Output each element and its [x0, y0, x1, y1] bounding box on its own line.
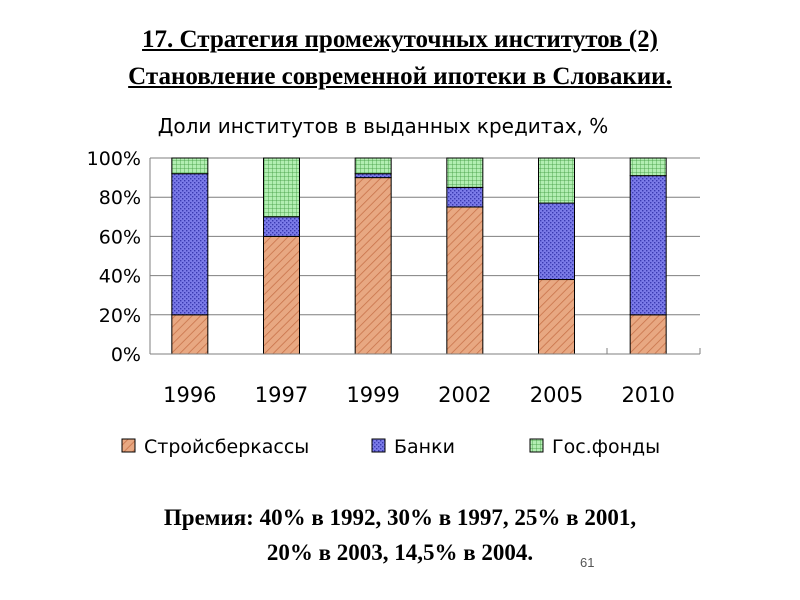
bar-segment-stroibank [538, 279, 575, 355]
y-tick-label: 40% [99, 266, 141, 288]
bar-segment-banks [629, 175, 667, 316]
bar-segment-banks [538, 202, 575, 281]
x-tick-label: 1996 [163, 383, 216, 407]
bar-segment-stroibank [263, 235, 300, 355]
stacked-bar-chart: Доли институтов в выданных кредитах, % 0… [87, 114, 701, 458]
legend-swatch [121, 438, 136, 453]
legend-swatch [529, 438, 544, 453]
slide-title-line-2: Становление современной ипотеки в Словак… [128, 63, 672, 90]
chart-title: Доли институтов в выданных кредитах, % [158, 114, 609, 138]
x-tick-label: 2002 [438, 383, 491, 407]
legend-item: Гос.фонды [529, 436, 660, 458]
x-tick-label: 1997 [255, 383, 308, 407]
bar-segment-funds [171, 157, 209, 175]
page-number: 61 [580, 555, 595, 570]
bar-segment-banks [171, 173, 209, 316]
bar-segment-stroibank [629, 314, 667, 355]
legend-swatch [371, 438, 386, 453]
legend-item: Стройсберкассы [121, 436, 309, 458]
bar-segment-stroibank [354, 177, 392, 355]
y-tick-label: 100% [87, 148, 141, 170]
legend-item: Банки [371, 436, 455, 458]
bar-segment-funds [629, 157, 667, 177]
premium-text-line-2: 20% в 2003, 14,5% в 2004. [266, 540, 534, 565]
x-tick-label: 1999 [346, 383, 399, 407]
y-tick-label: 60% [99, 226, 141, 248]
y-tick-label: 20% [99, 305, 141, 327]
premium-text-line-1: Премия: 40% в 1992, 30% в 1997, 25% в 20… [163, 505, 637, 530]
legend-label: Банки [394, 436, 455, 458]
x-tick-label: 2005 [530, 383, 583, 407]
bar-segment-funds [538, 157, 575, 204]
bar-segment-stroibank [446, 206, 484, 355]
bar-segment-funds [263, 157, 300, 218]
bar-segment-banks [263, 216, 300, 237]
bar-segment-banks [354, 173, 392, 179]
y-tick-label: 0% [111, 344, 141, 366]
bar-segment-banks [446, 186, 484, 208]
bar-segment-funds [354, 157, 392, 175]
x-tick-label: 2010 [621, 383, 674, 407]
y-tick-label: 80% [99, 187, 141, 209]
bar-segment-funds [446, 157, 484, 188]
slide-title-line-1: 17. Стратегия промежуточных институтов (… [142, 26, 658, 53]
legend-label: Гос.фонды [552, 436, 660, 458]
bar-segment-stroibank [171, 314, 209, 355]
legend-label: Стройсберкассы [144, 436, 309, 458]
